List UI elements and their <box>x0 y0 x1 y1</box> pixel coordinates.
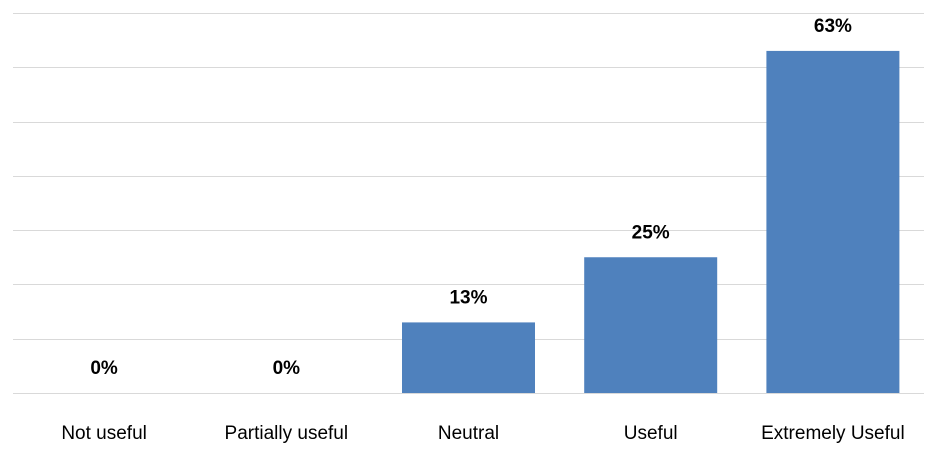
category-label-useful: Useful <box>624 423 678 444</box>
bar-useful <box>584 257 718 393</box>
data-label-neutral: 13% <box>449 287 487 308</box>
data-label-extremely-useful: 63% <box>814 16 852 37</box>
bar-extremely-useful <box>766 50 900 393</box>
data-label-not-useful: 0% <box>90 358 118 379</box>
data-label-partially-useful: 0% <box>273 358 301 379</box>
data-label-useful: 25% <box>632 222 670 243</box>
gridlines <box>13 13 924 394</box>
bar-neutral <box>402 322 535 393</box>
category-label-not-useful: Not useful <box>61 423 147 444</box>
category-label-extremely-useful: Extremely Useful <box>761 423 905 444</box>
bars <box>402 50 900 393</box>
category-label-neutral: Neutral <box>438 423 499 444</box>
data-labels: 0% 0% 13% 25% 63% <box>90 16 852 379</box>
category-labels: Not useful Partially useful Neutral Useful E… <box>61 423 904 444</box>
category-label-partially-useful: Partially useful <box>225 423 349 444</box>
